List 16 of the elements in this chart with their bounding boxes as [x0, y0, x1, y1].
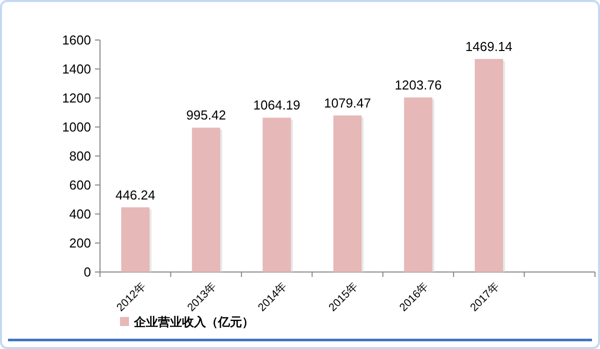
y-tick-label: 1400 [62, 62, 91, 77]
y-tick-label: 1600 [62, 32, 91, 48]
y-tick-label: 600 [69, 178, 91, 193]
y-tick-label: 0 [84, 264, 91, 280]
y-tick-label: 200 [69, 236, 91, 251]
y-tick-label: 400 [69, 206, 91, 222]
data-label: 1079.47 [324, 95, 371, 110]
data-label: 446.24 [115, 187, 156, 202]
y-tick-label: 1000 [62, 120, 91, 135]
data-label: 995.42 [186, 108, 226, 123]
y-tick-label: 1200 [62, 90, 91, 106]
data-label: 1469.14 [465, 38, 512, 54]
y-tick-label: 800 [69, 148, 91, 164]
legend-label: 企业营业收入（亿元） [133, 315, 254, 329]
data-label: 1203.76 [394, 77, 442, 92]
data-label: 1064.19 [253, 98, 300, 113]
